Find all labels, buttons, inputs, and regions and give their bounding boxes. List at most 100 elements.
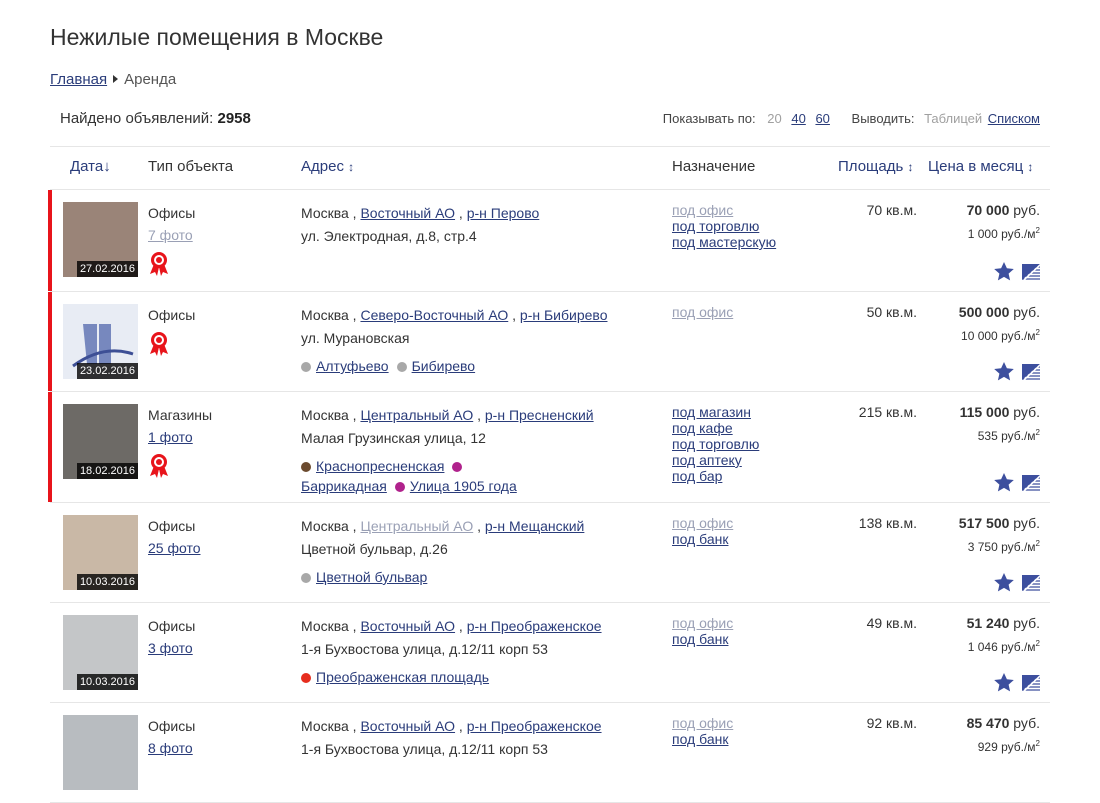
sort-date[interactable]: Дата↓ <box>70 158 111 175</box>
metro-link[interactable]: Краснопресненская <box>316 458 445 474</box>
street-address: Малая Грузинская улица, 12 <box>301 430 486 446</box>
view-table[interactable]: Таблицей <box>924 111 983 126</box>
listing-photo[interactable] <box>63 715 138 790</box>
metro-line-icon <box>394 482 405 492</box>
listing-photo[interactable]: 18.02.2016 <box>63 404 138 479</box>
photos-link[interactable]: 7 фото <box>148 227 193 243</box>
display-options: Показывать по: 20 40 60 Выводить: Таблиц… <box>663 111 1040 126</box>
favorite-star-icon[interactable] <box>994 573 1014 592</box>
city: Москва <box>301 407 349 423</box>
metro-link[interactable]: Баррикадная <box>301 478 387 494</box>
purpose-link[interactable]: под кафе <box>672 420 733 436</box>
purpose-link[interactable]: под банк <box>672 731 729 747</box>
street-address: ул. Электродная, д.8, стр.4 <box>301 228 477 244</box>
purpose-link[interactable]: под банк <box>672 531 729 547</box>
metro-link[interactable]: Преображенская площадь <box>316 669 490 685</box>
metro-line-icon <box>452 462 463 472</box>
logo-image <box>72 324 134 368</box>
breadcrumb-home[interactable]: Главная <box>50 71 108 88</box>
purpose-link[interactable]: под мастерскую <box>672 234 777 250</box>
photos-link[interactable]: 8 фото <box>148 740 193 756</box>
purpose-link[interactable]: под торговлю <box>672 218 760 234</box>
favorite-star-icon[interactable] <box>994 673 1014 692</box>
per-page-60[interactable]: 60 <box>815 111 830 126</box>
per-page-40[interactable]: 40 <box>791 111 806 126</box>
award-ribbon-icon <box>150 454 168 478</box>
compare-chart-icon[interactable] <box>1022 474 1040 491</box>
listing-row: 10.03.2016 Офисы 25 фото Москва , Центральн… <box>50 503 1050 603</box>
price-value: 115 000 <box>959 404 1010 420</box>
listing-date: 10.03.2016 <box>76 574 138 590</box>
area-link[interactable]: р-н Мещанский <box>484 518 585 534</box>
compare-chart-icon[interactable] <box>1022 574 1040 591</box>
district-link[interactable]: Восточный АО <box>360 718 456 734</box>
metro-link[interactable]: Улица 1905 года <box>409 478 517 494</box>
favorite-star-icon[interactable] <box>994 473 1014 492</box>
area-link[interactable]: р-н Пресненский <box>484 407 594 423</box>
purpose-link[interactable]: под магазин <box>672 404 751 420</box>
view-list[interactable]: Списком <box>987 111 1040 126</box>
photos-link[interactable]: 1 фото <box>148 429 193 445</box>
district-link[interactable]: Восточный АО <box>360 618 456 634</box>
district-link[interactable]: Северо-Восточный АО <box>360 307 509 323</box>
metro-link[interactable]: Бибирево <box>411 358 476 374</box>
purpose-link[interactable]: под банк <box>672 631 729 647</box>
purpose-link[interactable]: под офис <box>672 615 734 631</box>
listing-row: Офисы 8 фото Москва , Восточный АО , р-н П… <box>50 703 1050 803</box>
purpose-link[interactable]: под торговлю <box>672 436 760 452</box>
street-address: Цветной бульвар, д.26 <box>301 541 448 557</box>
photos-link[interactable]: 3 фото <box>148 640 193 656</box>
purpose-link[interactable]: под офис <box>672 515 734 531</box>
object-type: Офисы <box>148 518 196 534</box>
price-per-m2: 1 000 руб./м <box>967 227 1036 241</box>
breadcrumb-arrow-icon <box>113 75 119 83</box>
compare-chart-icon[interactable] <box>1022 263 1040 280</box>
sort-area[interactable]: Площадь ↕ <box>838 158 913 175</box>
area-link[interactable]: р-н Преображенское <box>466 618 602 634</box>
purpose-header: Назначение <box>672 158 756 175</box>
city: Москва <box>301 205 349 221</box>
breadcrumb-current: Аренда <box>124 71 177 88</box>
listing-area: 215 кв.м. <box>858 404 917 420</box>
sort-address[interactable]: Адрес ↕ <box>301 158 354 175</box>
metro-link[interactable]: Цветной бульвар <box>316 569 428 585</box>
purpose-link[interactable]: под бар <box>672 468 723 484</box>
metro-station: Алтуфьево <box>301 358 389 374</box>
district-link[interactable]: Восточный АО <box>360 205 456 221</box>
price-currency: руб. <box>1013 304 1040 320</box>
district-link[interactable]: Центральный АО <box>360 407 474 423</box>
type-header: Тип объекта <box>148 158 234 175</box>
object-type: Офисы <box>148 307 196 323</box>
listing-photo[interactable]: 27.02.2016 <box>63 202 138 277</box>
photos-link[interactable]: 25 фото <box>148 540 201 556</box>
listing-photo[interactable]: 10.03.2016 <box>63 615 138 690</box>
results-number: 2958 <box>217 110 251 127</box>
purpose-link[interactable]: под аптеку <box>672 452 742 468</box>
per-page-20[interactable]: 20 <box>767 111 782 126</box>
district-link[interactable]: Центральный АО <box>360 518 474 534</box>
area-link[interactable]: р-н Перово <box>466 205 540 221</box>
favorite-star-icon[interactable] <box>994 262 1014 281</box>
listing-photo[interactable]: 23.02.2016 <box>63 304 138 379</box>
metro-line-icon <box>301 573 311 583</box>
listing-area: 49 кв.м. <box>866 615 917 631</box>
price-currency: руб. <box>1013 715 1040 731</box>
compare-chart-icon[interactable] <box>1022 674 1040 691</box>
purpose-link[interactable]: под офис <box>672 202 734 218</box>
metro-link[interactable]: Алтуфьево <box>316 358 389 374</box>
listing-photo[interactable]: 10.03.2016 <box>63 515 138 590</box>
metro-line-icon <box>301 673 311 683</box>
listing-area: 92 кв.м. <box>866 715 917 731</box>
purpose-link[interactable]: под офис <box>672 304 734 320</box>
metro-line-icon <box>301 362 311 372</box>
favorite-star-icon[interactable] <box>994 362 1014 381</box>
price-per-m2: 3 750 руб./м <box>967 540 1036 554</box>
area-link[interactable]: р-н Бибирево <box>519 307 608 323</box>
purpose-link[interactable]: под офис <box>672 715 734 731</box>
metro-station: Преображенская площадь <box>301 669 489 685</box>
compare-chart-icon[interactable] <box>1022 363 1040 380</box>
sort-price[interactable]: Цена в месяц ↕ <box>928 158 1033 175</box>
price-per-m2: 1 046 руб./м <box>967 640 1036 654</box>
area-link[interactable]: р-н Преображенское <box>466 718 602 734</box>
listing-date: 10.03.2016 <box>76 674 138 690</box>
